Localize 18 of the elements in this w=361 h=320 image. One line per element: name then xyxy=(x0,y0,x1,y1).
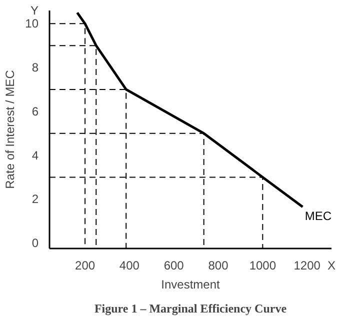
series-label: MEC xyxy=(304,208,332,223)
y-tick-label: 8 xyxy=(32,60,39,75)
text: X xyxy=(328,258,336,272)
x-tick-label: 600 xyxy=(164,258,184,272)
y-tick-label: 10 xyxy=(25,16,39,31)
y-tick-label: 2 xyxy=(32,192,39,206)
x-tick-label: 1000 xyxy=(249,258,276,272)
x-axis-title: Investment xyxy=(161,278,221,292)
text: Figure 1 – Marginal Efficiency Curve xyxy=(94,302,288,316)
y-tick-label: 4 xyxy=(32,148,39,162)
y-tick-label: 6 xyxy=(32,104,39,118)
y-tick-label: 0 xyxy=(32,236,39,250)
x-tick-label: 200 xyxy=(75,258,96,272)
text: Y xyxy=(30,4,39,18)
x-tick-label: 1200 xyxy=(294,258,321,272)
x-tick-label: 400 xyxy=(119,258,140,272)
x-tick-label: 800 xyxy=(208,258,229,272)
y-axis-title: Rate of Interest / MEC xyxy=(3,70,18,189)
